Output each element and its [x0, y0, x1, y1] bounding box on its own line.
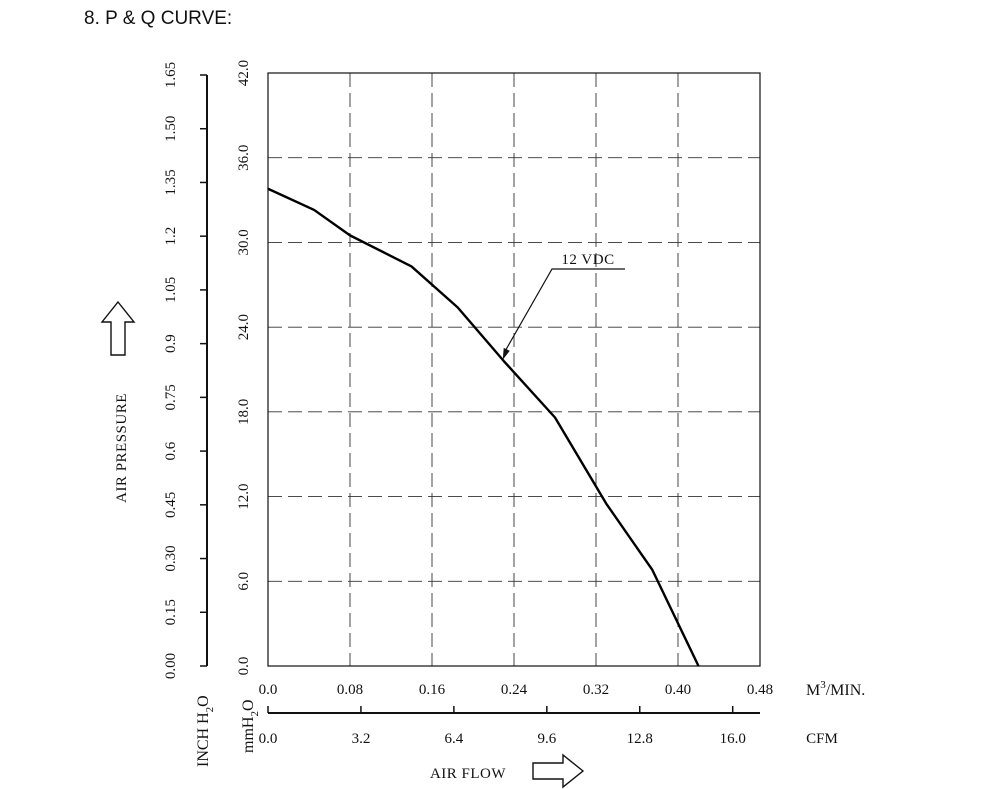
series-point: [349, 234, 351, 236]
x-tick-label-primary: 0.0: [259, 682, 278, 698]
y-unit-primary: mmH2O: [240, 699, 261, 753]
y-tick-label-primary: 18.0: [236, 399, 252, 425]
x-tick-label-primary: 0.24: [501, 682, 528, 698]
y-unit-secondary-part: 2: [204, 707, 216, 713]
series-point: [410, 265, 413, 268]
x-tick-label-primary: 0.48: [747, 682, 773, 698]
y-tick-label-secondary: 0.75: [163, 384, 179, 410]
y-unit-secondary-part: O: [195, 695, 212, 707]
x-tick-label-primary: 0.40: [665, 682, 691, 698]
y-unit-secondary: INCH H2O: [195, 695, 216, 767]
annotation-arrowhead: [502, 347, 510, 360]
x-tick-label-secondary: 6.4: [445, 731, 464, 747]
x-tick-label-secondary: 12.8: [627, 731, 653, 747]
x-tick-label-secondary: 16.0: [720, 731, 746, 747]
page-heading: 8. P & Q CURVE:: [84, 8, 233, 29]
y-tick-label-secondary: 0.9: [163, 334, 179, 353]
x-unit-primary-part: M: [806, 682, 820, 699]
y-unit-secondary-part: INCH H: [195, 712, 212, 767]
x-tick-label-primary: 0.08: [337, 682, 363, 698]
y-tick-label-primary: 36.0: [236, 145, 252, 171]
y-unit-primary-part: O: [240, 699, 257, 711]
x-unit-secondary: CFM: [806, 731, 838, 747]
left-axis-layer: 0.0 6.0 12.0 18.0 24.0 30.0 36.0 42.0 0.00 0.15 0.…: [163, 60, 252, 679]
y-tick-label-secondary: 1.2: [163, 227, 179, 246]
series-point: [697, 665, 700, 667]
y-tick-label-primary: 6.0: [236, 572, 252, 591]
x-tick-label-primary: 0.16: [419, 682, 446, 698]
series-point: [605, 503, 607, 505]
series-point: [267, 188, 269, 190]
x-tick-label-secondary: 3.2: [352, 731, 371, 747]
y-tick-label-primary: 12.0: [236, 483, 252, 509]
y-axis-title: AIR PRESSURE: [114, 393, 130, 503]
bottom-axis-layer: 0.0 0.08 0.16 0.24 0.32 0.40 0.48 0.0 3.2 6.4 9.6 1…: [259, 682, 774, 747]
plot-frame: [267, 72, 761, 667]
x-unit-primary: M3/MIN.: [806, 679, 865, 699]
annotation-label: 12 VDC: [561, 252, 614, 268]
y-unit-primary-part: mmH: [240, 716, 257, 753]
x-axis-title: AIR FLOW: [430, 766, 506, 782]
series-point: [554, 416, 556, 419]
series-point: [503, 360, 505, 362]
annotation-leader: [504, 268, 625, 353]
y-tick-label-secondary: 1.05: [163, 277, 179, 303]
y-tick-label-secondary: 1.50: [163, 116, 179, 142]
y-tick-label-secondary: 0.30: [163, 545, 179, 571]
y-tick-label-secondary: 0.45: [163, 492, 179, 518]
y-tick-label-secondary: 1.35: [163, 169, 179, 195]
series-layer: [267, 187, 700, 667]
grid-layer: [268, 73, 760, 666]
x-unit-primary-part: 3: [820, 679, 826, 691]
x-tick-label-secondary: 0.0: [259, 731, 278, 747]
up-arrow-icon: [100, 300, 136, 356]
y-tick-label-secondary: 0.6: [163, 441, 179, 460]
series-point: [457, 306, 459, 308]
y-unit-primary-part: 2: [249, 711, 261, 717]
x-tick-label-primary: 0.32: [583, 682, 609, 698]
series-point: [651, 569, 653, 571]
series-point: [313, 209, 315, 211]
y-tick-label-primary: 24.0: [236, 314, 252, 340]
series-line-12vdc: [267, 187, 700, 667]
y-tick-label-primary: 0.0: [236, 657, 252, 676]
x-tick-label-secondary: 9.6: [537, 731, 556, 747]
y-tick-label-secondary: 0.15: [163, 599, 179, 625]
y-tick-label-secondary: 0.00: [163, 653, 179, 679]
y-tick-label-primary: 30.0: [236, 229, 252, 255]
right-arrow-icon: [532, 753, 585, 789]
x-unit-primary-part: /MIN.: [826, 682, 866, 699]
y-tick-label-secondary: 1.65: [163, 62, 179, 88]
y-tick-label-primary: 42.0: [236, 60, 252, 86]
